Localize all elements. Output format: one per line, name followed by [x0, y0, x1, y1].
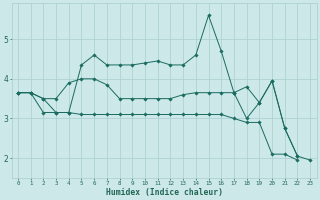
- X-axis label: Humidex (Indice chaleur): Humidex (Indice chaleur): [106, 188, 222, 197]
